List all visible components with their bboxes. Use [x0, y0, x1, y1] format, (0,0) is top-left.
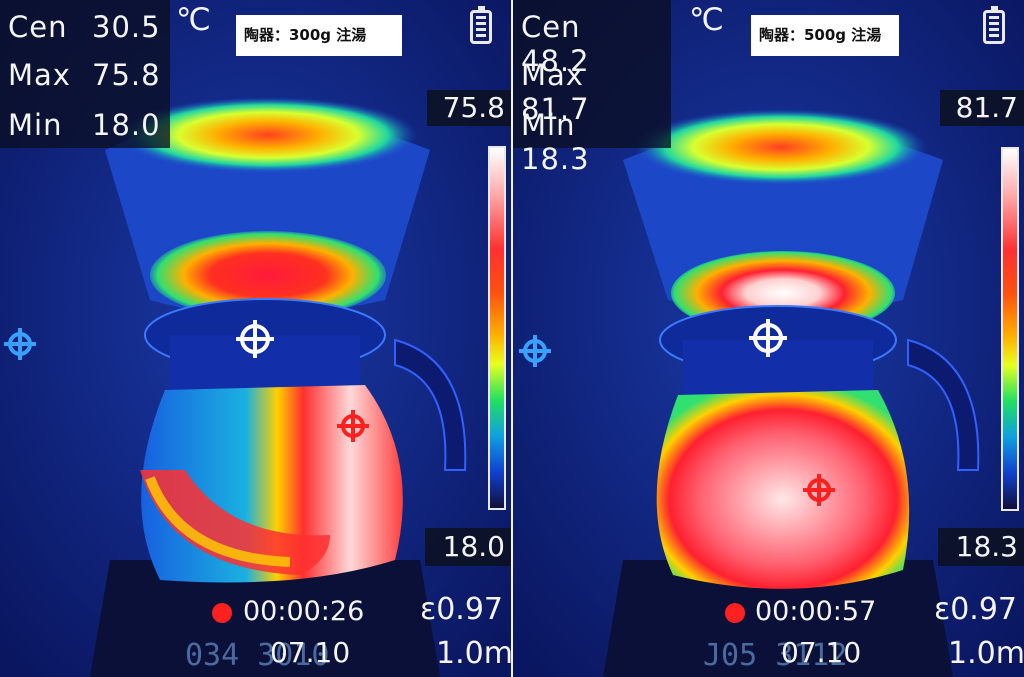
- caption-label: 陶器：500g 注湯: [751, 15, 899, 56]
- scale-display-ghost: 034 3010: [185, 638, 330, 673]
- center-row: Cen48.2: [521, 10, 590, 78]
- crosshair-icon: [749, 319, 787, 357]
- scale-min-value: 18.0: [425, 528, 511, 566]
- temperature-unit: ℃: [176, 2, 211, 38]
- thermal-panel-500g: J05 3112 07.10 Cen48.2 Max81.7 Min18.3 ℃…: [513, 0, 1024, 677]
- center-temp: 48.2: [521, 44, 590, 78]
- temperature-readout: Cen48.2 Max81.7 Min18.3: [513, 0, 671, 176]
- scale-max-value: 75.8: [427, 90, 511, 126]
- max-temp: 75.8: [92, 58, 161, 92]
- record-dot-icon: [725, 603, 745, 623]
- recording-timer: 00:00:26: [243, 596, 365, 627]
- hot-spot-crosshair-icon: [803, 474, 835, 506]
- temperature-readout: Cen 30.5 Max 75.8 Min 18.0: [0, 0, 170, 148]
- temperature-unit: ℃: [689, 2, 724, 38]
- cold-spot-crosshair-icon: [4, 328, 36, 360]
- max-row: Max81.7: [521, 58, 590, 126]
- hot-spot-crosshair-icon: [337, 410, 369, 442]
- scale-display: 07.10: [270, 636, 350, 669]
- scale-max-value: 81.7: [940, 90, 1024, 126]
- caption-label: 陶器：300g 注湯: [236, 15, 402, 56]
- center-row: Cen 30.5: [8, 10, 161, 44]
- center-temp: 30.5: [92, 10, 161, 44]
- thermal-panel-300g: 034 3010 07.10 Cen 30.5 Max 75.8 Min 18.0 ℃…: [0, 0, 511, 677]
- emissivity: ε0.97: [934, 592, 1018, 627]
- min-temp: 18.0: [92, 108, 161, 142]
- panel-divider: [511, 0, 513, 677]
- min-temp: 18.3: [521, 142, 590, 176]
- recording-timer: 00:00:57: [755, 596, 877, 627]
- color-scale-bar: [488, 146, 506, 510]
- color-scale-bar: [1001, 147, 1019, 511]
- min-row: Min18.3: [521, 108, 590, 176]
- emissivity: ε0.97: [420, 592, 504, 627]
- cold-spot-crosshair-icon: [519, 335, 551, 367]
- min-row: Min 18.0: [8, 108, 161, 142]
- record-dot-icon: [212, 603, 232, 623]
- battery-icon: [470, 6, 492, 44]
- scale-display-ghost: J05 3112: [703, 638, 848, 673]
- distance: 1.0m: [948, 636, 1024, 671]
- max-row: Max 75.8: [8, 58, 161, 92]
- scale-display: 07.10: [781, 636, 861, 669]
- crosshair-icon: [236, 320, 274, 358]
- max-temp: 81.7: [521, 92, 590, 126]
- battery-icon: [983, 6, 1005, 44]
- distance: 1.0m: [436, 636, 511, 671]
- thermal-image-300g: 034 3010 07.10: [0, 0, 511, 677]
- scale-min-value: 18.3: [938, 528, 1024, 566]
